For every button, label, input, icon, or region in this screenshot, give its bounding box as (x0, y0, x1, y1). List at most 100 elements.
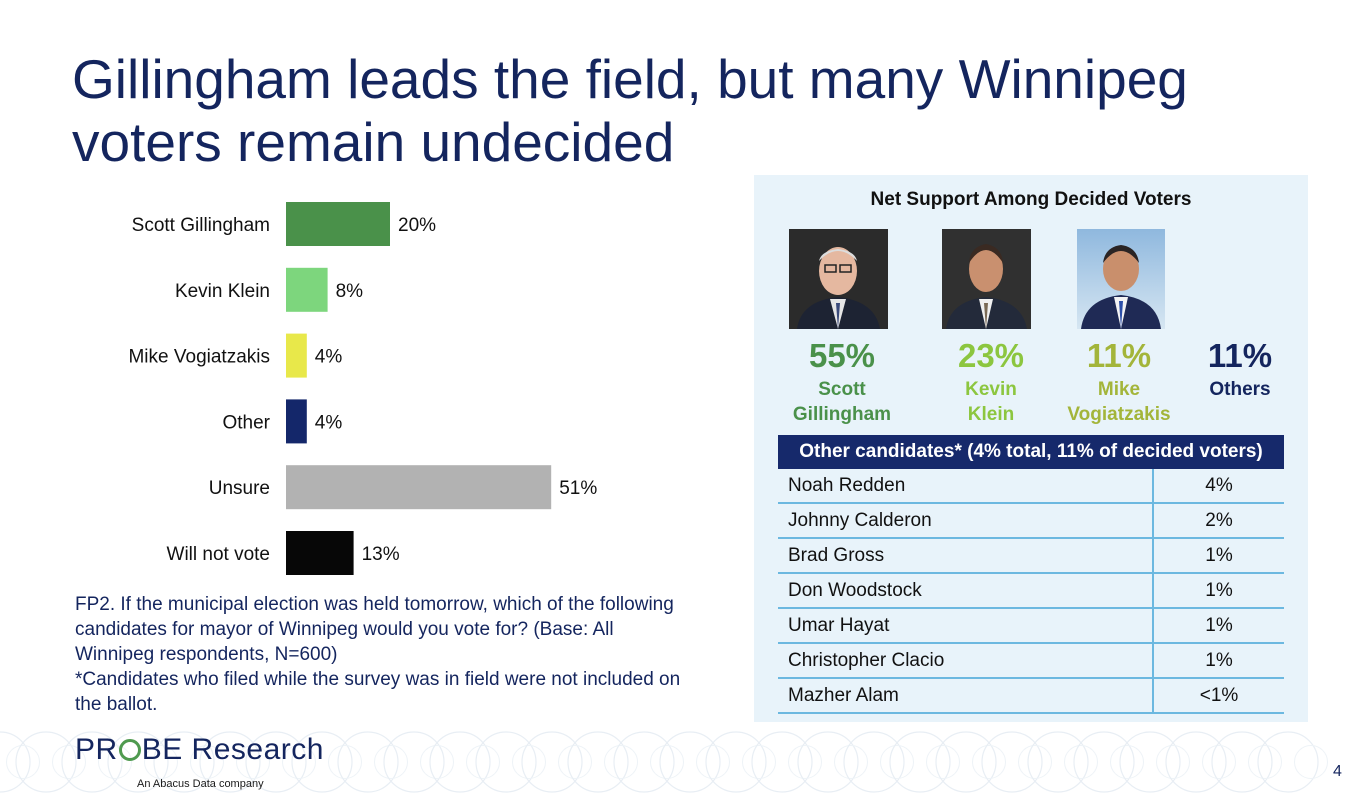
pattern-circle (613, 731, 675, 793)
pattern-circle (52, 745, 86, 779)
pattern-circle (834, 745, 868, 779)
pattern-circle (926, 745, 960, 779)
table-header: Other candidates* (4% total, 11% of deci… (778, 435, 1284, 469)
pattern-circle (466, 745, 500, 779)
pattern-circle (337, 731, 399, 793)
category-label: Scott Gillingham (132, 215, 270, 236)
gillingham-photo (789, 229, 888, 329)
pattern-circle (1110, 745, 1144, 779)
category-label: Will not vote (167, 544, 270, 565)
table-row: Brad Gross 1% (778, 538, 1284, 574)
footnote: FP2. If the municipal election was held … (75, 592, 695, 717)
vogiatzakis-photo (1077, 229, 1165, 329)
pattern-circle (567, 731, 629, 793)
pattern-circle (245, 731, 307, 793)
category-label: Mike Vogiatzakis (128, 347, 270, 368)
row-value: <1% (1152, 678, 1284, 714)
pattern-circle (190, 745, 224, 779)
pattern-circle (972, 745, 1006, 779)
decided-voters-panel: Net Support Among Decided Voters (754, 175, 1308, 722)
page-number: 4 (1333, 763, 1342, 780)
bar-value-label: 4% (315, 347, 343, 368)
pattern-circle (61, 731, 123, 793)
table-row: Mazher Alam <1% (778, 678, 1284, 714)
pattern-circle (107, 731, 169, 793)
background-circle-pattern (0, 731, 1328, 793)
pattern-circle (797, 731, 859, 793)
pattern-circle (1257, 731, 1319, 793)
pattern-circle (705, 731, 767, 793)
pattern-circle (880, 745, 914, 779)
candidate-pct: 55% (808, 337, 876, 374)
pattern-circle (429, 731, 491, 793)
candidate-name: Gillingham (792, 404, 892, 425)
row-name: Don Woodstock (778, 573, 1153, 609)
pattern-circle (199, 731, 261, 793)
pattern-circle (6, 745, 40, 779)
table-row: Noah Redden 4% (778, 469, 1284, 504)
bar-chart: Scott Gillingham 20% Kevin Klein 8% Mike Vog… (128, 202, 597, 575)
pattern-circle (843, 731, 905, 793)
pattern-circle (604, 745, 638, 779)
panel-title: Net Support Among Decided Voters (870, 189, 1192, 210)
bar (286, 267, 328, 312)
pattern-circle (1073, 731, 1135, 793)
pattern-circle (475, 731, 537, 793)
footnote-note: *Candidates who filed while the survey w… (75, 669, 681, 715)
bar-value-label: 13% (362, 544, 400, 565)
row-name: Mazher Alam (778, 678, 1153, 714)
row-value: 1% (1152, 608, 1284, 644)
candidate-name: Kevin (965, 379, 1017, 400)
bar (286, 531, 354, 575)
row-value: 2% (1152, 503, 1284, 539)
pattern-circle (282, 745, 316, 779)
candidate-name: Klein (967, 404, 1015, 425)
candidate-name: Vogiatzakis (1067, 404, 1171, 425)
pattern-circle (1211, 731, 1273, 793)
candidate-pct: 23% (957, 337, 1025, 374)
pattern-circle (1248, 745, 1282, 779)
candidate-name: Scott (818, 379, 866, 400)
candidate-pct: 11% (1086, 337, 1152, 374)
pattern-circle (696, 745, 730, 779)
pattern-circle (291, 731, 353, 793)
pattern-circle (0, 731, 31, 793)
bar (286, 333, 307, 378)
logo-tagline: An Abacus Data company (137, 778, 264, 790)
pattern-circle (751, 731, 813, 793)
pattern-circle (935, 731, 997, 793)
logo-circle-icon (118, 739, 141, 761)
pattern-circle (981, 731, 1043, 793)
pattern-circle (420, 745, 454, 779)
pattern-circle (383, 731, 445, 793)
row-value: 1% (1152, 573, 1284, 609)
table-row: Christopher Clacio 1% (778, 643, 1284, 679)
candidate-name: Others (1209, 379, 1271, 400)
pattern-circle (374, 745, 408, 779)
candidate-gillingham: 55% Scott Gillingham (772, 335, 912, 427)
row-value: 4% (1152, 469, 1284, 504)
bar (286, 399, 307, 444)
pattern-circle (512, 745, 546, 779)
row-name: Christopher Clacio (778, 643, 1153, 679)
pattern-circle (521, 731, 583, 793)
other-candidates-table: Other candidates* (4% total, 11% of deci… (778, 435, 1284, 714)
bar (286, 465, 552, 510)
logo-text-post: BE Research (141, 733, 324, 766)
pattern-circle (659, 731, 721, 793)
table-row: Don Woodstock 1% (778, 573, 1284, 609)
pattern-circle (15, 731, 77, 793)
candidate-klein: 23% Kevin Klein (930, 335, 1052, 427)
page-title: Gillingham leads the field, but many Win… (72, 48, 1188, 173)
bar (286, 202, 390, 246)
pattern-circle (153, 731, 215, 793)
row-name: Umar Hayat (778, 608, 1153, 644)
bar-value-label: 8% (336, 281, 364, 302)
candidate-pct: 11% (1207, 337, 1273, 374)
pattern-circle (98, 745, 132, 779)
pattern-circle (1027, 731, 1089, 793)
pattern-circle (1018, 745, 1052, 779)
table-row: Umar Hayat 1% (778, 608, 1284, 644)
pattern-circle (558, 745, 592, 779)
bar-value-label: 4% (315, 412, 343, 433)
